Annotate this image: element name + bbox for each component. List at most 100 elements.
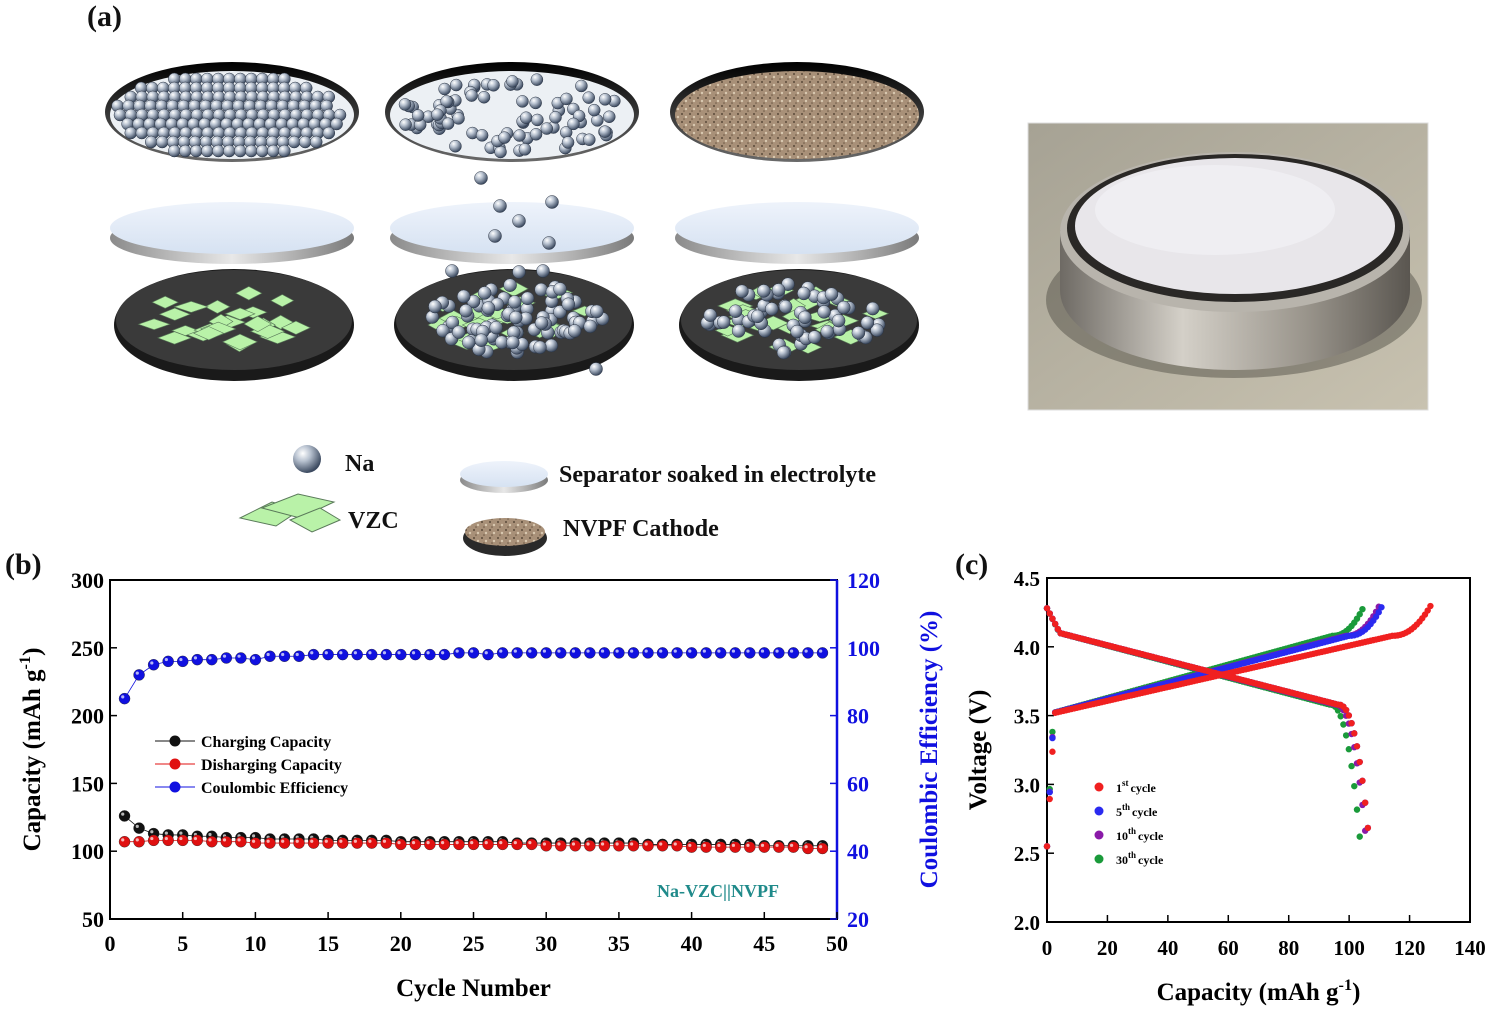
legend-label: 30th cycle bbox=[1116, 850, 1164, 867]
vzc-flake bbox=[235, 286, 263, 301]
data-point bbox=[496, 647, 509, 659]
discharge-point bbox=[1049, 615, 1056, 622]
na-sphere bbox=[477, 90, 491, 104]
na-sphere bbox=[540, 122, 554, 135]
data-point bbox=[424, 648, 436, 661]
point-highlight bbox=[731, 843, 736, 847]
data-point bbox=[584, 840, 596, 852]
na-sphere bbox=[481, 301, 496, 315]
na-sphere bbox=[234, 144, 247, 158]
data-point bbox=[191, 834, 203, 847]
na-sphere bbox=[865, 301, 880, 316]
point-highlight bbox=[208, 656, 212, 660]
na-sphere bbox=[245, 144, 258, 158]
vzc-flake bbox=[151, 295, 179, 309]
na-sphere bbox=[428, 299, 442, 314]
legend-a bbox=[238, 445, 548, 556]
data-point bbox=[714, 647, 727, 659]
na-sphere bbox=[512, 265, 526, 279]
separator-face bbox=[110, 202, 354, 254]
na-sphere bbox=[587, 103, 601, 117]
y2-tick-label: 20 bbox=[847, 907, 869, 932]
x-tick-label: 5 bbox=[177, 931, 188, 956]
data-point bbox=[293, 650, 305, 662]
point-highlight bbox=[382, 651, 387, 655]
data-point bbox=[802, 647, 814, 659]
panel-label-c: (c) bbox=[955, 548, 989, 581]
discharge-point bbox=[1361, 799, 1369, 806]
panel-label-a: (a) bbox=[87, 0, 122, 33]
na-sphere bbox=[757, 284, 771, 298]
data-point bbox=[395, 648, 407, 661]
y-tick-label: 250 bbox=[71, 636, 104, 661]
data-point bbox=[729, 647, 741, 659]
na-sphere bbox=[190, 144, 203, 158]
na-sphere bbox=[155, 135, 169, 149]
data-point bbox=[380, 837, 392, 849]
discharge-point bbox=[1051, 620, 1059, 628]
data-point bbox=[322, 648, 334, 661]
na-sphere bbox=[256, 144, 269, 158]
na-sphere bbox=[870, 323, 884, 337]
y2-tick-label: 40 bbox=[847, 839, 869, 864]
data-point bbox=[438, 648, 451, 661]
data-point bbox=[453, 647, 465, 659]
panel-a bbox=[105, 62, 1429, 556]
na-sphere bbox=[506, 75, 519, 88]
point-highlight bbox=[135, 824, 139, 828]
na-sphere bbox=[487, 79, 500, 92]
y2-tick-label: 120 bbox=[847, 568, 880, 593]
point-highlight bbox=[819, 845, 823, 849]
data-point bbox=[525, 647, 538, 659]
data-point bbox=[467, 647, 480, 659]
na-sphere bbox=[561, 297, 576, 311]
y2-tick-label: 80 bbox=[847, 704, 869, 729]
data-point bbox=[118, 692, 131, 705]
na-sphere bbox=[493, 199, 507, 213]
point-highlight bbox=[673, 842, 677, 846]
na-sphere bbox=[508, 310, 523, 325]
point-highlight bbox=[368, 839, 372, 843]
na-sphere bbox=[474, 171, 488, 185]
disc-face bbox=[390, 71, 634, 159]
x-tick-label: 120 bbox=[1394, 936, 1426, 960]
y-tick-label: 150 bbox=[71, 771, 104, 796]
data-point bbox=[133, 836, 145, 848]
data-point bbox=[278, 837, 291, 849]
na-sphere bbox=[553, 305, 567, 319]
data-point bbox=[235, 652, 247, 664]
y-tick-label: 3.5 bbox=[1014, 705, 1040, 729]
na-sphere bbox=[431, 108, 444, 121]
na-sphere bbox=[475, 129, 489, 142]
discharge-point bbox=[1342, 706, 1350, 714]
data-point bbox=[366, 837, 378, 849]
point-highlight bbox=[470, 649, 474, 653]
point-highlight bbox=[237, 838, 241, 842]
na-sphere bbox=[267, 144, 280, 158]
na-sphere bbox=[438, 82, 451, 96]
charge-point bbox=[1046, 789, 1053, 796]
legend-label: Disharging Capacity bbox=[201, 757, 342, 774]
data-point bbox=[511, 647, 523, 659]
point-highlight bbox=[789, 649, 794, 653]
point-highlight bbox=[513, 841, 517, 845]
point-highlight bbox=[252, 839, 256, 843]
separator-legend-icon bbox=[460, 461, 548, 493]
point-highlight bbox=[455, 649, 459, 653]
point-highlight bbox=[775, 843, 779, 847]
na-sphere bbox=[529, 128, 543, 141]
discharge-point bbox=[1348, 762, 1355, 770]
point-highlight bbox=[179, 836, 183, 841]
na-legend-icon bbox=[293, 445, 321, 473]
point-highlight bbox=[135, 671, 139, 675]
legend-na-label: Na bbox=[345, 451, 375, 477]
na-sphere bbox=[598, 93, 612, 106]
point-highlight bbox=[746, 843, 750, 847]
na-sphere bbox=[489, 320, 503, 335]
data-point bbox=[685, 647, 698, 659]
point-highlight bbox=[281, 839, 285, 843]
discharge-point bbox=[1340, 721, 1347, 728]
y-tick-label: 300 bbox=[71, 568, 104, 593]
point-highlight bbox=[586, 842, 590, 846]
data-point bbox=[685, 841, 698, 853]
